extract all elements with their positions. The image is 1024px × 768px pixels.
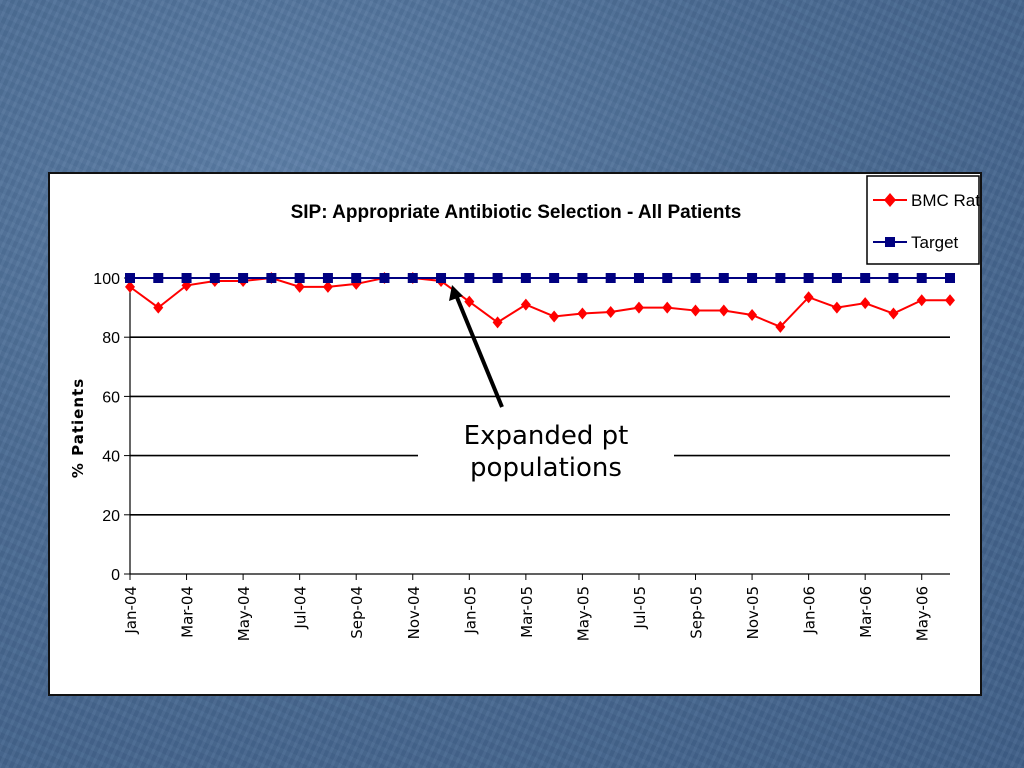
point-target-6 bbox=[294, 273, 305, 283]
y-axis-label: % Patients bbox=[69, 378, 87, 478]
point-bmc-rate-22 bbox=[747, 309, 758, 321]
legend: BMC Rate Target bbox=[866, 175, 980, 265]
point-bmc-rate-2 bbox=[181, 279, 192, 292]
point-bmc-rate-12 bbox=[464, 295, 475, 308]
point-bmc-rate-23 bbox=[775, 320, 786, 333]
point-bmc-rate-6 bbox=[294, 280, 305, 293]
point-target-24 bbox=[803, 273, 814, 283]
x-tick-label-Mar-06: Mar-06 bbox=[857, 586, 875, 638]
series-line-0 bbox=[129, 276, 950, 329]
point-target-9 bbox=[379, 273, 390, 283]
point-target-3 bbox=[209, 273, 220, 283]
point-target-8 bbox=[351, 273, 362, 283]
annotation-line-2: populations bbox=[470, 453, 622, 483]
point-bmc-rate-1 bbox=[153, 301, 164, 314]
y-tick-label-20: 20 bbox=[102, 508, 120, 525]
point-target-10 bbox=[407, 273, 418, 283]
point-bmc-rate-21 bbox=[718, 304, 729, 317]
chart-title: SIP: Appropriate Antibiotic Selection - … bbox=[291, 202, 742, 223]
point-bmc-rate-8 bbox=[351, 277, 362, 290]
point-bmc-rate-28 bbox=[916, 294, 927, 307]
y-tick-label-0: 0 bbox=[111, 567, 120, 584]
point-target-23 bbox=[775, 273, 786, 283]
point-target-20 bbox=[690, 273, 701, 283]
point-target-5 bbox=[266, 273, 277, 283]
point-target-13 bbox=[492, 273, 503, 283]
point-bmc-rate-25 bbox=[831, 301, 842, 314]
point-target-7 bbox=[322, 273, 333, 283]
point-target-0 bbox=[125, 273, 135, 283]
x-tick-label-Mar-05: Mar-05 bbox=[518, 586, 536, 638]
point-bmc-rate-14 bbox=[520, 298, 531, 311]
y-tick-label-80: 80 bbox=[102, 330, 120, 347]
point-target-28 bbox=[916, 273, 927, 283]
x-tick-label-Sep-04: Sep-04 bbox=[348, 586, 366, 639]
x-tick-label-Jul-04: Jul-04 bbox=[292, 586, 310, 630]
point-target-27 bbox=[888, 273, 899, 283]
point-target-1 bbox=[153, 273, 164, 283]
x-tick-label-May-05: May-05 bbox=[574, 586, 592, 641]
point-bmc-rate-20 bbox=[690, 304, 701, 317]
chart-panel: 0 20 40 60 80 100 Jan-04 Mar-04 May-04 Jul-04 Sep… bbox=[48, 172, 982, 696]
point-bmc-rate-16 bbox=[577, 307, 588, 320]
point-target-11 bbox=[436, 273, 447, 283]
point-bmc-rate-7 bbox=[322, 280, 333, 293]
y-tick-label-40: 40 bbox=[102, 449, 120, 466]
x-tick-label-Jan-06: Jan-06 bbox=[801, 586, 819, 635]
x-tick-label-Jan-05: Jan-05 bbox=[461, 586, 479, 635]
annotation-arrow-shaft bbox=[454, 294, 504, 408]
point-target-19 bbox=[662, 273, 673, 283]
point-bmc-rate-17 bbox=[605, 306, 616, 319]
y-axis-ticks: 0 20 40 60 80 100 bbox=[93, 271, 130, 584]
point-target-18 bbox=[633, 273, 644, 283]
point-target-4 bbox=[238, 273, 249, 283]
point-target-2 bbox=[181, 273, 192, 283]
x-tick-label-May-06: May-06 bbox=[914, 586, 932, 641]
point-target-15 bbox=[549, 273, 560, 283]
point-target-16 bbox=[577, 273, 588, 283]
point-target-22 bbox=[747, 273, 758, 283]
axes bbox=[129, 278, 950, 575]
point-bmc-rate-13 bbox=[492, 316, 503, 329]
point-bmc-rate-27 bbox=[888, 307, 899, 320]
point-bmc-rate-18 bbox=[633, 301, 644, 314]
point-target-14 bbox=[520, 273, 531, 283]
x-tick-label-Mar-04: Mar-04 bbox=[179, 586, 197, 638]
point-bmc-rate-15 bbox=[549, 310, 560, 323]
legend-marker-bmc bbox=[884, 193, 896, 207]
point-bmc-rate-29 bbox=[945, 294, 955, 307]
x-tick-label-Nov-04: Nov-04 bbox=[405, 586, 423, 639]
x-tick-label-May-04: May-04 bbox=[235, 586, 253, 641]
x-tick-label-Nov-05: Nov-05 bbox=[744, 586, 762, 639]
annotation-arrow-head bbox=[449, 285, 463, 301]
legend-marker-target bbox=[885, 237, 895, 247]
point-bmc-rate-0 bbox=[125, 280, 135, 293]
point-target-21 bbox=[718, 273, 729, 283]
x-tick-label-Jan-04: Jan-04 bbox=[122, 586, 140, 635]
point-target-25 bbox=[831, 273, 842, 283]
point-bmc-rate-24 bbox=[803, 291, 814, 304]
x-tick-label-Sep-05: Sep-05 bbox=[688, 586, 706, 639]
legend-label-bmc-rate: BMC Rate bbox=[911, 191, 980, 210]
point-target-26 bbox=[860, 273, 871, 283]
y-tick-label-60: 60 bbox=[102, 389, 120, 406]
point-target-12 bbox=[464, 273, 475, 283]
point-target-29 bbox=[945, 273, 955, 283]
point-bmc-rate-26 bbox=[860, 297, 871, 310]
annotation-line-1: Expanded pt bbox=[464, 421, 629, 451]
annotation-background bbox=[418, 420, 674, 492]
point-bmc-rate-19 bbox=[662, 301, 673, 314]
y-tick-label-100: 100 bbox=[93, 271, 120, 288]
line-chart: 0 20 40 60 80 100 Jan-04 Mar-04 May-04 Jul-04 Sep… bbox=[69, 175, 980, 641]
x-tick-label-Jul-05: Jul-05 bbox=[631, 586, 649, 630]
legend-label-target: Target bbox=[911, 233, 959, 252]
x-axis-ticks: Jan-04 Mar-04 May-04 Jul-04 Sep-04 Nov-04 Jan-… bbox=[122, 574, 932, 641]
legend-box bbox=[866, 175, 980, 265]
point-target-17 bbox=[605, 273, 616, 283]
series-layer bbox=[125, 272, 955, 333]
